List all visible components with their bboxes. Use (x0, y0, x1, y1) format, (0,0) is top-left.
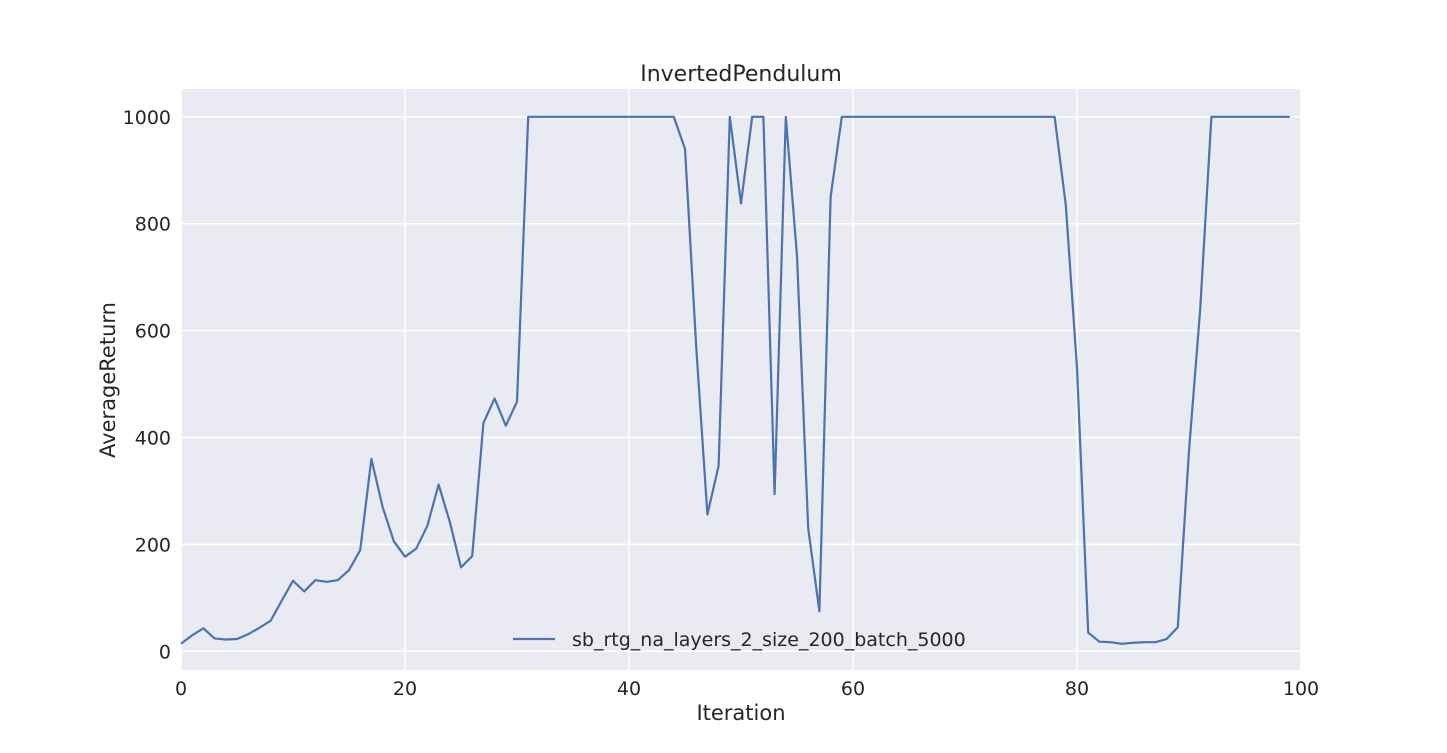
y-tick-label: 0 (159, 641, 171, 663)
x-tick-label: 40 (617, 678, 641, 700)
y-tick-label: 800 (135, 214, 171, 236)
legend-entry: sb_rtg_na_layers_2_size_200_batch_5000 (572, 629, 966, 651)
chart-title: InvertedPendulum (640, 62, 842, 87)
plot-background (181, 89, 1301, 670)
x-tick-label: 0 (175, 678, 187, 700)
x-tick-label: 20 (393, 678, 417, 700)
y-axis-label: AverageReturn (96, 302, 120, 458)
y-axis-ticks: 0 200 400 600 800 1000 (123, 107, 171, 663)
y-tick-label: 400 (135, 427, 171, 449)
legend: sb_rtg_na_layers_2_size_200_batch_5000 (513, 629, 966, 651)
x-tick-label: 60 (841, 678, 865, 700)
y-tick-label: 200 (135, 534, 171, 556)
series-line (180, 115, 1290, 645)
x-axis-label: Iteration (696, 701, 785, 725)
x-tick-label: 80 (1065, 678, 1089, 700)
x-tick-label: 100 (1283, 678, 1319, 700)
y-tick-label: 1000 (123, 107, 171, 129)
y-tick-label: 600 (135, 321, 171, 343)
x-axis-ticks: 0 20 40 60 80 100 (175, 678, 1319, 700)
